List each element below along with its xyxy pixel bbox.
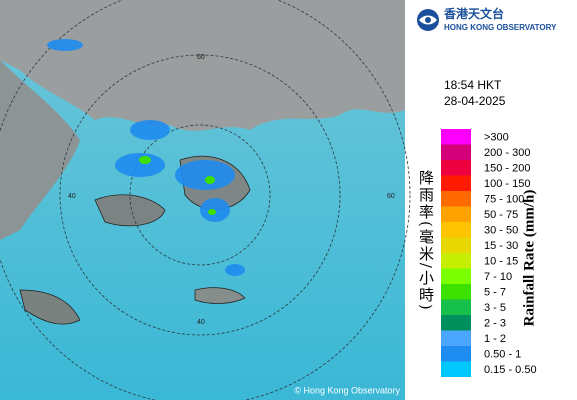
legend-title-chinese: 降雨率(毫米/小時) [417,170,435,312]
legend-label: 3 - 5 [484,302,506,314]
legend-swatch [441,160,471,176]
legend-label: 15 - 30 [484,240,518,252]
legend-label: 10 - 15 [484,256,518,268]
legend-swatch [441,206,471,222]
legend-swatch [441,299,471,315]
legend-swatch [441,191,471,207]
legend-swatch [441,268,471,284]
legend-label: 2 - 3 [484,318,506,330]
ring-label: 60 [197,54,205,61]
legend-swatch [441,346,471,362]
legend-label: 30 - 50 [484,225,518,237]
logo [417,9,439,31]
legend-label: 1 - 2 [484,333,506,345]
logo-chinese: 香港天文台 [443,6,504,21]
map [0,0,411,400]
legend-label: 5 - 7 [484,287,506,299]
legend-swatch [441,222,471,238]
date: 28-04-2025 [444,94,506,108]
legend-label: 0.50 - 1 [484,349,521,361]
legend-swatch [441,175,471,191]
legend-label: 100 - 150 [484,178,530,190]
legend-label: 0.15 - 0.50 [484,364,537,376]
legend-label: 75 - 100 [484,194,524,206]
ring-label: 40 [197,319,205,326]
legend-swatch [441,284,471,300]
legend-label: 150 - 200 [484,163,530,175]
legend-swatch [441,315,471,331]
legend-title-english: Rainfall Rate (mm/h) [521,189,538,327]
legend-swatch [441,330,471,346]
logo-english: HONG KONG OBSERVATORY [444,23,557,32]
legend-swatch [441,361,471,377]
copyright: © Hong Kong Observatory [294,385,400,395]
legend-label: 50 - 75 [484,209,518,221]
legend-label: >300 [484,132,509,144]
legend-swatch [441,253,471,269]
legend-label: 200 - 300 [484,147,530,159]
legend-swatch [441,237,471,253]
time: 18:54 HKT [444,78,502,92]
legend-swatch [441,144,471,160]
ring-label: 40 [68,193,76,200]
legend-swatch [441,129,471,145]
legend-label: 7 - 10 [484,271,512,283]
ring-label: 60 [387,193,395,200]
